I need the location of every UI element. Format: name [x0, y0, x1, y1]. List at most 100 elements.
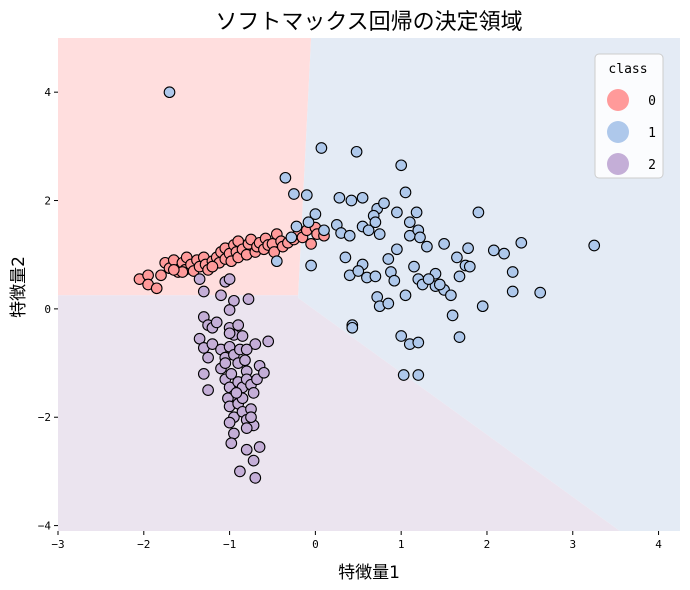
point-class-1	[395, 159, 408, 172]
point-class-1	[356, 191, 369, 204]
point-class-1	[412, 336, 425, 349]
point-class-2	[228, 427, 240, 440]
point-class-1	[300, 189, 313, 201]
point-class-1	[399, 186, 412, 199]
point-class-1	[318, 224, 330, 237]
point-class-1	[339, 251, 352, 264]
legend: class 0 1 2	[594, 53, 664, 179]
point-class-1	[305, 259, 317, 272]
legend-label-class-1: 1	[648, 126, 656, 141]
point-class-2	[202, 384, 214, 396]
point-class-1	[352, 265, 365, 277]
point-class-1	[315, 142, 328, 154]
point-class-1	[472, 206, 485, 219]
point-class-2	[223, 327, 236, 340]
point-class-1	[422, 273, 435, 285]
point-class-2	[219, 357, 232, 369]
decision-region-class-0	[58, 38, 312, 296]
point-class-1	[382, 297, 395, 310]
point-class-1	[369, 216, 382, 229]
point-class-1	[288, 188, 300, 200]
legend-marker-class-2	[607, 153, 629, 175]
point-class-2	[193, 273, 206, 285]
point-class-2	[215, 289, 227, 302]
point-class-2	[234, 465, 246, 478]
point-class-1	[451, 251, 463, 264]
point-class-1	[403, 216, 416, 229]
point-class-1	[412, 369, 425, 381]
point-class-1	[350, 145, 363, 158]
point-class-1	[506, 285, 519, 298]
x-tick-label: −2	[137, 538, 150, 551]
x-tick-label: −3	[51, 538, 64, 551]
point-class-2	[258, 366, 270, 379]
point-class-1	[369, 270, 382, 283]
x-tick-label: 3	[569, 538, 576, 551]
legend-marker-class-0	[607, 89, 629, 111]
point-class-2	[245, 411, 257, 424]
point-class-2	[240, 422, 253, 434]
point-class-2	[249, 472, 262, 484]
point-class-1	[408, 260, 420, 273]
x-tick-label: 1	[398, 538, 405, 551]
point-class-2	[247, 387, 260, 399]
point-class-1	[302, 216, 315, 229]
point-class-1	[343, 229, 356, 242]
point-class-2	[239, 354, 251, 367]
point-class-1	[333, 191, 346, 204]
point-class-1	[373, 228, 386, 240]
point-class-1	[476, 300, 489, 313]
point-class-1	[397, 369, 410, 381]
legend-marker-class-1	[607, 121, 629, 143]
point-class-1	[433, 278, 446, 291]
point-class-1	[438, 238, 450, 250]
point-class-2	[206, 338, 219, 350]
x-axis: −3 −2 −1 0 1 2 3 4	[51, 531, 662, 551]
point-class-2	[225, 437, 238, 450]
point-class-0	[167, 264, 180, 276]
point-class-2	[253, 441, 266, 453]
point-class-1	[346, 321, 359, 334]
point-class-1	[290, 220, 303, 233]
point-class-1	[399, 289, 412, 302]
y-tick-label: −2	[38, 411, 51, 424]
data-points	[133, 86, 601, 484]
point-class-2	[240, 443, 253, 456]
point-class-2	[225, 368, 238, 380]
point-class-1	[506, 266, 519, 278]
x-tick-label: −1	[223, 538, 236, 551]
point-class-1	[487, 244, 500, 257]
point-class-1	[410, 206, 423, 219]
x-tick-label: 2	[484, 538, 491, 551]
point-class-1	[163, 86, 176, 99]
point-class-1	[453, 331, 466, 343]
point-class-1	[285, 231, 298, 244]
point-class-2	[247, 454, 260, 467]
decision-region-class-1	[298, 38, 680, 531]
point-class-1	[462, 242, 474, 255]
point-class-2	[232, 319, 245, 331]
point-class-1	[382, 253, 395, 265]
y-tick-label: 0	[44, 303, 51, 316]
point-class-2	[223, 304, 236, 316]
y-axis: −4 −2 0 2 4	[38, 86, 58, 533]
point-class-2	[242, 293, 255, 305]
point-class-1	[446, 309, 459, 322]
point-class-1	[421, 240, 433, 253]
point-class-0	[150, 282, 163, 295]
point-class-1	[391, 206, 403, 219]
point-class-1	[270, 255, 283, 268]
point-class-2	[197, 285, 210, 298]
x-tick-label: 0	[312, 538, 319, 551]
legend-title: class	[608, 62, 647, 77]
point-class-1	[362, 224, 375, 237]
point-class-1	[345, 194, 358, 207]
point-class-2	[249, 338, 262, 350]
point-class-1	[498, 247, 510, 260]
point-class-2	[236, 330, 249, 342]
point-class-2	[223, 273, 236, 285]
point-class-1	[453, 270, 466, 283]
point-class-2	[262, 335, 275, 348]
x-tick-label: 4	[655, 538, 662, 551]
point-class-1	[309, 208, 322, 220]
